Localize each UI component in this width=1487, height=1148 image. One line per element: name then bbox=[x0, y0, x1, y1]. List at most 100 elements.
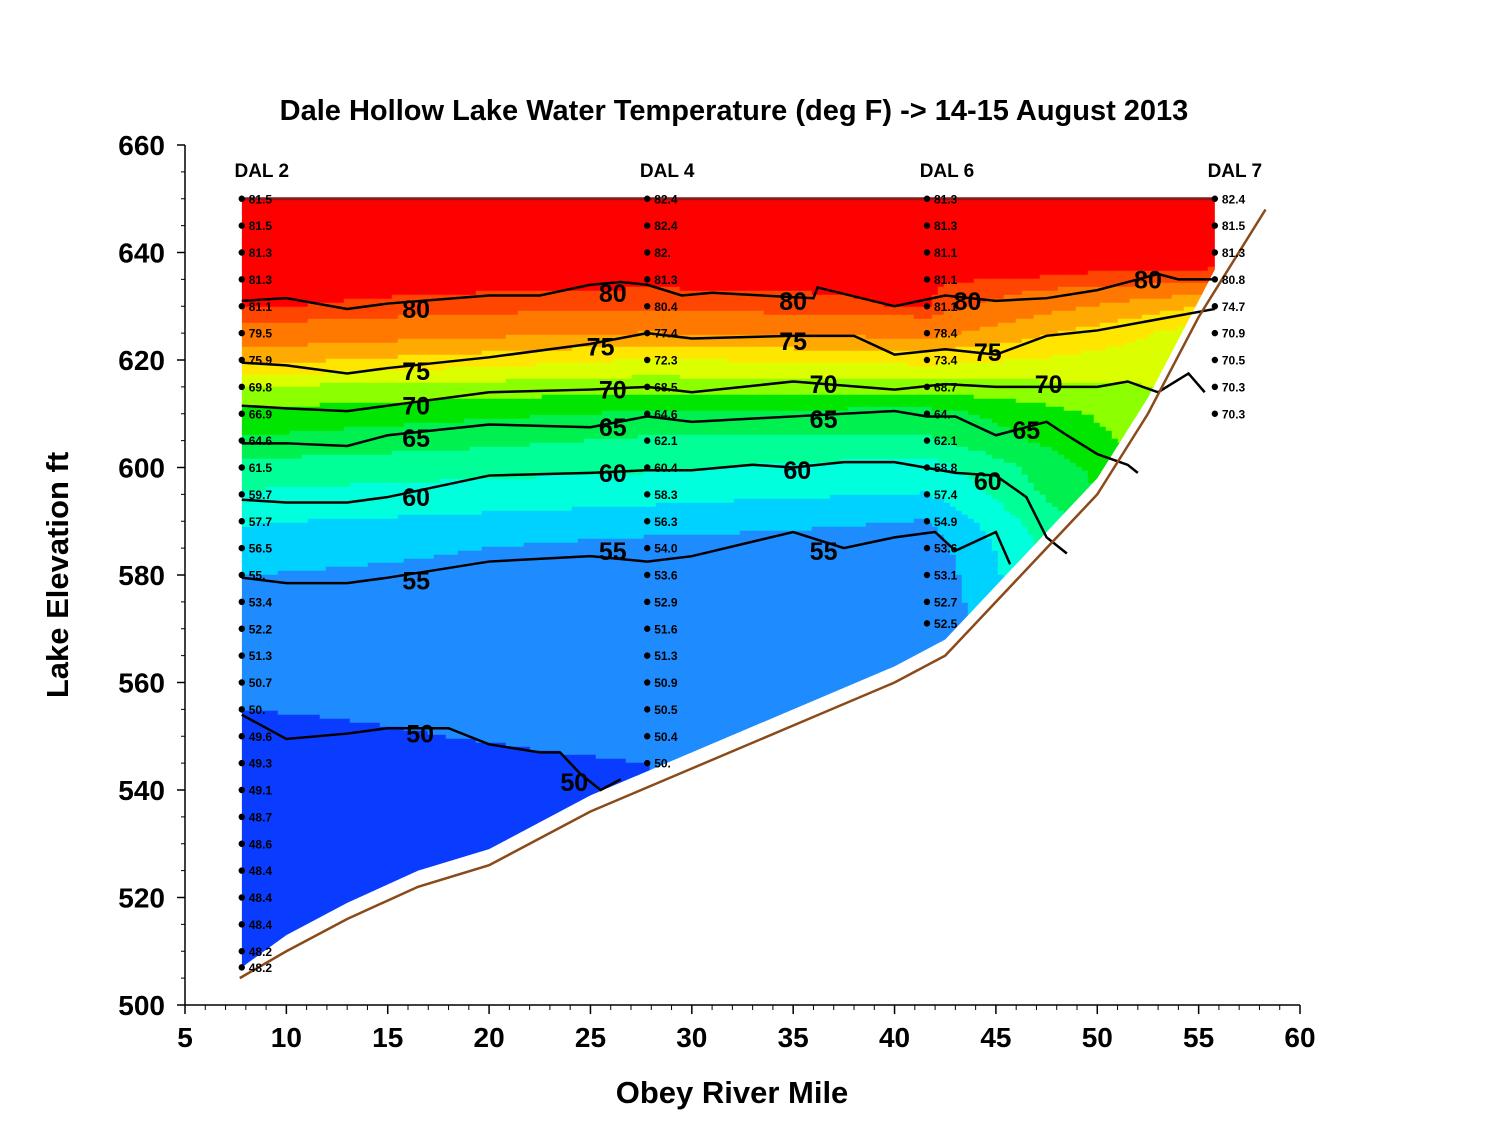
temperature-cell bbox=[1063, 354, 1071, 384]
temperature-cell bbox=[1009, 430, 1017, 464]
temperature-cell bbox=[1003, 294, 1011, 324]
temperature-cell bbox=[889, 350, 897, 364]
temperature-cell bbox=[757, 346, 765, 364]
temperature-cell bbox=[409, 482, 417, 516]
temperature-cell bbox=[451, 314, 459, 340]
temperature-cell bbox=[529, 442, 537, 480]
temperature-cell bbox=[535, 542, 543, 752]
temperature-cell bbox=[1009, 358, 1017, 380]
temperature-cell bbox=[823, 378, 831, 396]
temperature-cell bbox=[1033, 314, 1041, 340]
y-tick-label: 600 bbox=[118, 453, 165, 484]
temperature-cell bbox=[403, 402, 411, 424]
temperature-cell bbox=[1129, 286, 1137, 300]
temperature-cell bbox=[775, 462, 783, 500]
temperature-cell bbox=[859, 298, 867, 316]
temperature-cell bbox=[883, 314, 891, 340]
temperature-cell bbox=[841, 334, 849, 352]
temperature-cell bbox=[667, 286, 675, 312]
temperature-cell bbox=[901, 494, 909, 524]
temperature-cell bbox=[547, 310, 555, 336]
axes: 5 10 15 20 25 30 35 40 45 50 55 6050052054056058060… bbox=[118, 130, 1315, 1053]
temperature-cell bbox=[991, 198, 999, 280]
temperature-cell bbox=[337, 454, 345, 488]
temperature-cell bbox=[451, 294, 459, 316]
temperature-cell bbox=[433, 514, 441, 556]
temperature-cell bbox=[403, 730, 411, 968]
temperature-cell bbox=[637, 506, 645, 540]
temperature-cell bbox=[253, 386, 261, 408]
temperature-cell bbox=[607, 362, 615, 380]
temperature-cell bbox=[421, 450, 429, 484]
sample-value: 53.6 bbox=[654, 569, 678, 583]
temperature-cell bbox=[865, 350, 873, 364]
temperature-cell bbox=[643, 286, 651, 312]
temperature-cell bbox=[739, 434, 747, 468]
temperature-cell bbox=[445, 198, 453, 296]
temperature-cell bbox=[253, 198, 261, 308]
temperature-cell bbox=[973, 278, 981, 308]
temperature-cell bbox=[367, 358, 375, 372]
temperature-cell bbox=[985, 278, 993, 300]
temperature-cell bbox=[439, 398, 447, 424]
sample-value: 61.5 bbox=[249, 461, 273, 475]
temperature-cell bbox=[769, 530, 777, 968]
temperature-cell bbox=[829, 314, 837, 336]
temperature-cell bbox=[439, 514, 447, 556]
temperature-cell bbox=[415, 558, 423, 732]
temperature-cell bbox=[1033, 290, 1041, 316]
temperature-cell bbox=[1075, 466, 1083, 544]
temperature-cell bbox=[295, 570, 303, 716]
temperature-cell bbox=[433, 370, 441, 384]
temperature-cell bbox=[973, 306, 981, 332]
temperature-cell bbox=[973, 486, 981, 524]
temperature-cell bbox=[1021, 290, 1029, 320]
temperature-cell bbox=[517, 478, 525, 512]
contour-label-70: 70 bbox=[599, 377, 627, 405]
temperature-cell bbox=[871, 198, 879, 304]
temperature-cell bbox=[373, 370, 381, 384]
temperature-cell bbox=[1021, 278, 1029, 292]
temperature-cell bbox=[427, 422, 435, 452]
temperature-cell bbox=[697, 434, 705, 472]
temperature-cell bbox=[841, 294, 849, 316]
temperature-cell bbox=[295, 362, 303, 376]
station-name: DAL 7 bbox=[1208, 161, 1263, 182]
temperature-cell bbox=[793, 394, 801, 412]
temperature-cell bbox=[877, 362, 885, 380]
temperature-cell bbox=[541, 414, 549, 444]
sample-value: 81.3 bbox=[934, 219, 958, 233]
temperature-cell bbox=[823, 526, 831, 968]
temperature-cell bbox=[967, 518, 975, 968]
temperature-cell bbox=[505, 418, 513, 448]
temperature-cell bbox=[577, 506, 585, 540]
temperature-cell bbox=[739, 394, 747, 412]
temperature-cell bbox=[1045, 358, 1053, 384]
temperature-cell bbox=[469, 550, 477, 740]
temperature-cell bbox=[1051, 310, 1059, 336]
temperature-cell bbox=[1081, 578, 1089, 968]
temperature-cell bbox=[643, 762, 651, 968]
temperature-cell bbox=[679, 394, 687, 412]
temperature-cell bbox=[931, 198, 939, 296]
temperature-cell bbox=[883, 362, 891, 380]
temperature-cell bbox=[1051, 406, 1059, 452]
temperature-cell bbox=[1117, 270, 1125, 288]
temperature-cell bbox=[493, 418, 501, 448]
temperature-cell bbox=[463, 418, 471, 452]
sample-value: 81.3 bbox=[934, 192, 958, 206]
temperature-cell bbox=[1087, 270, 1095, 288]
temperature-cell bbox=[925, 394, 933, 408]
temperature-cell bbox=[787, 498, 795, 532]
temperature-cell bbox=[319, 570, 327, 720]
temperature-cell bbox=[907, 314, 915, 340]
temperature-cell bbox=[793, 410, 801, 436]
temperature-cell bbox=[1027, 402, 1035, 444]
temperature-cell bbox=[523, 418, 531, 448]
temperature-cell bbox=[313, 374, 321, 388]
sample-value: 80.4 bbox=[654, 300, 678, 314]
temperature-cell bbox=[1171, 198, 1179, 272]
temperature-cell bbox=[319, 430, 327, 456]
temperature-cell bbox=[841, 526, 849, 968]
temperature-cell bbox=[439, 370, 447, 384]
